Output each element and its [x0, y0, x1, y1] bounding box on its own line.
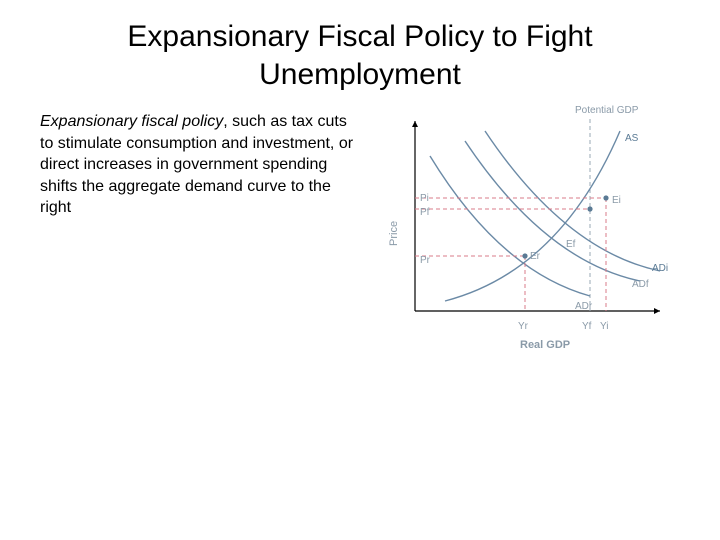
asad-chart: Price Real GDP Potential GDP AS ADi ADf … — [360, 111, 690, 391]
label-pf: Pf — [420, 207, 429, 218]
label-ef: Ef — [566, 239, 575, 250]
label-yf: Yf — [582, 321, 591, 332]
label-pr: Pr — [420, 255, 430, 266]
page-title: Expansionary Fiscal Policy to Fight Unem… — [0, 0, 720, 103]
label-pi: Pi — [420, 193, 429, 204]
label-ei: Ei — [612, 195, 621, 206]
label-er: Er — [530, 251, 540, 262]
label-adi: ADi — [652, 263, 668, 274]
label-yi: Yi — [600, 321, 609, 332]
label-adf: ADf — [632, 279, 649, 290]
label-as: AS — [625, 133, 638, 144]
label-adr: ADr — [575, 301, 592, 312]
label-potential-gdp: Potential GDP — [575, 105, 638, 116]
y-axis-label: Price — [388, 221, 400, 246]
x-axis-label: Real GDP — [520, 339, 570, 351]
description-text: Expansionary fiscal policy, such as tax … — [40, 111, 360, 391]
lead-phrase: Expansionary fiscal policy — [40, 113, 223, 130]
label-yr: Yr — [518, 321, 528, 332]
content-row: Expansionary fiscal policy, such as tax … — [0, 103, 720, 391]
